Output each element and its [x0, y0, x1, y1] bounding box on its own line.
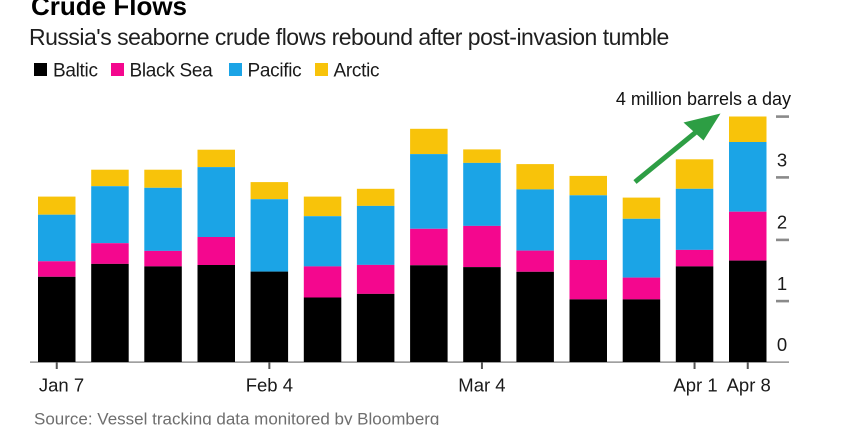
svg-text:Mar 4: Mar 4 — [458, 375, 505, 396]
svg-text:Jan 7: Jan 7 — [39, 375, 84, 396]
svg-text:Apr 1: Apr 1 — [673, 375, 717, 396]
svg-text:0: 0 — [777, 334, 787, 355]
svg-text:Crude Flows: Crude Flows — [31, 0, 187, 21]
svg-text:Feb 4: Feb 4 — [246, 375, 293, 396]
svg-text:Pacific: Pacific — [248, 61, 302, 82]
svg-text:Arctic: Arctic — [334, 61, 380, 82]
svg-text:Apr 8: Apr 8 — [727, 375, 771, 396]
svg-text:Russia's seaborne crude flows: Russia's seaborne crude flows rebound af… — [29, 24, 669, 50]
svg-text:2: 2 — [777, 212, 787, 233]
svg-text:Source: Vessel tracking data m: Source: Vessel tracking data monitored b… — [34, 410, 439, 425]
svg-text:1: 1 — [777, 273, 787, 294]
svg-text:Baltic: Baltic — [53, 61, 98, 82]
svg-text:3: 3 — [777, 150, 787, 171]
svg-text:4 million barrels a day: 4 million barrels a day — [616, 89, 791, 109]
svg-text:Black Sea: Black Sea — [130, 61, 214, 82]
